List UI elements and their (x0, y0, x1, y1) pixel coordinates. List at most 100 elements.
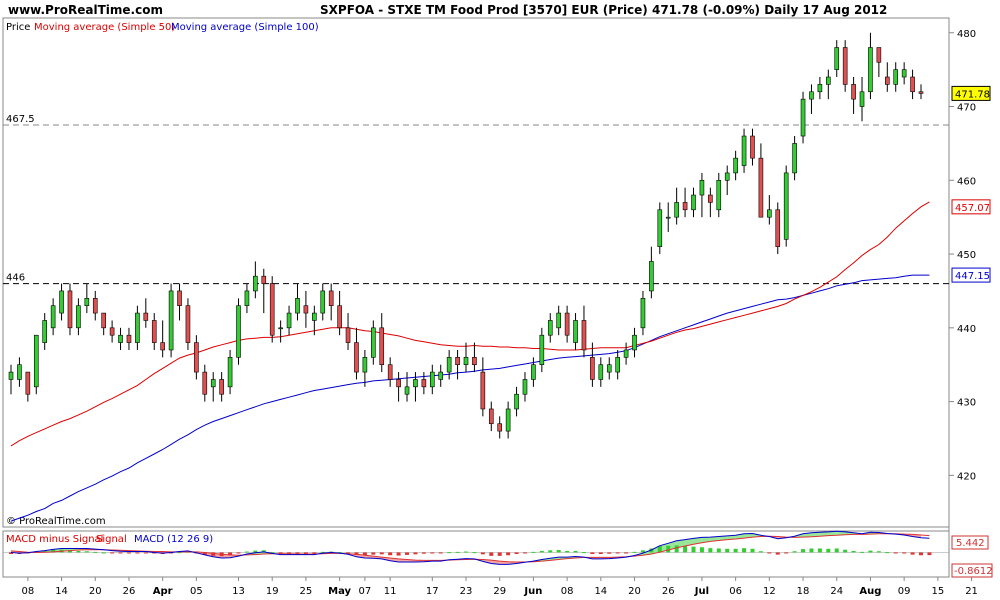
candle (480, 357, 486, 417)
candle (758, 143, 764, 218)
macd-hist-bar (76, 550, 81, 553)
x-tick-label: 08 (21, 586, 34, 597)
candle (514, 386, 519, 417)
candle-body (632, 334, 637, 351)
x-tick-label: 26 (123, 586, 136, 597)
macd-signal-line (10, 533, 930, 563)
candle (708, 187, 713, 218)
macd-hist-bar (514, 552, 519, 554)
candle (488, 401, 494, 432)
x-tick-label: 23 (460, 586, 473, 597)
macd-hist-bar (666, 545, 671, 553)
macd-hist-bar (624, 552, 629, 554)
candle-body (76, 305, 81, 329)
candle (497, 416, 503, 439)
x-tick-label: Jun (523, 586, 542, 597)
candle (84, 283, 90, 314)
candle (859, 77, 865, 122)
macd-hist-bar (405, 552, 410, 555)
candle-body (194, 342, 199, 373)
candle (699, 172, 705, 218)
watermark: © ProRealTime.com (6, 516, 106, 527)
macd-hist-bar (93, 551, 98, 553)
x-tick-label: 13 (232, 586, 245, 597)
macd-hist-bar (742, 548, 747, 553)
macd-hist-bar (843, 549, 848, 553)
candle-body (918, 91, 924, 94)
site-url: www.ProRealTime.com (8, 3, 163, 17)
macd-hist-value-label: -0.8612 (954, 566, 993, 577)
candle-body (505, 408, 511, 432)
candle-body (590, 357, 595, 380)
candle (345, 313, 351, 350)
candle (564, 305, 570, 343)
macd-hist-bar (295, 552, 300, 554)
macd-hist-bar (573, 550, 578, 553)
candle-body (581, 320, 587, 351)
x-tick-label: 08 (561, 586, 574, 597)
x-tick-label: 07 (359, 586, 372, 597)
macd-hist-bar (430, 552, 435, 554)
x-tick-label: 29 (493, 586, 506, 597)
macd-fill (811, 532, 820, 537)
macd-hist-bar (927, 552, 932, 556)
candle-body (59, 290, 64, 314)
macd-fill (651, 545, 660, 554)
candle-body (143, 312, 149, 321)
candle-body (421, 379, 427, 388)
macd-fill (693, 537, 702, 545)
candle (67, 283, 73, 336)
candle (413, 372, 418, 402)
candle (354, 327, 359, 380)
candle-body (261, 275, 267, 284)
candle-body (859, 91, 865, 107)
candle-body (682, 202, 688, 211)
macd-hist-bar (531, 551, 536, 553)
candle-body (253, 275, 258, 292)
candle (295, 283, 300, 321)
candle-body (657, 209, 663, 247)
candle-body (33, 334, 39, 388)
macd-hist-bar (817, 548, 822, 553)
macd-hist-bar (455, 551, 460, 553)
candle-body (665, 216, 671, 219)
macd-hist-bar (506, 552, 511, 556)
candle-body (438, 371, 444, 380)
macd-hist-bar (303, 552, 308, 554)
macd-hist-bar (101, 552, 106, 554)
candle-body (649, 261, 654, 292)
macd-hist-bar (565, 550, 570, 553)
candle-body (724, 172, 730, 181)
candle (505, 401, 511, 439)
macd-hist-bar (598, 552, 603, 554)
candle (657, 202, 663, 255)
macd-hist-bar (253, 550, 258, 553)
macd-hist-bar (9, 552, 13, 554)
macd-hist-bar (674, 545, 679, 553)
candle (109, 320, 115, 343)
macd-hist-bar (244, 551, 249, 553)
macd-hist-bar (110, 552, 115, 554)
macd-hist-bar (236, 552, 241, 554)
macd-line (10, 530, 930, 565)
candle (59, 283, 64, 321)
x-tick-label: 25 (300, 586, 313, 597)
x-tick-label: 18 (797, 586, 810, 597)
macd-hist-bar (809, 548, 814, 553)
candle (286, 305, 292, 336)
x-tick-label: 11 (384, 586, 397, 597)
macd-hist-bar (556, 550, 561, 553)
candle-body (615, 357, 620, 373)
macd-fill (685, 538, 694, 547)
candle-body (564, 312, 570, 336)
candle-body (623, 349, 629, 358)
x-tick-label: 05 (190, 586, 203, 597)
macd-hist-bar (758, 551, 763, 553)
candle (177, 283, 182, 321)
candle-body (42, 320, 48, 343)
macd-hist-bar (876, 551, 881, 553)
candle (750, 128, 755, 166)
candle (783, 165, 789, 247)
candle-body (514, 393, 519, 410)
macd-legend-signal-label: Signal (96, 534, 127, 545)
